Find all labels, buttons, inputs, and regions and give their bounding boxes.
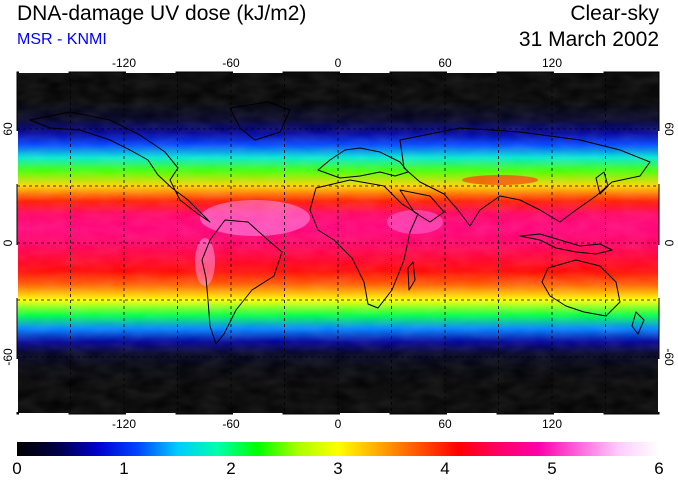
coast-north-america [29,111,211,223]
lat-labels-left: 60 0 -60 [1,122,15,366]
lon-tick-bottom: -120 [112,417,136,431]
colorbar-tick: 5 [547,459,557,478]
coast-greenland [229,101,291,141]
coast-africa [309,179,419,309]
coastlines [29,101,651,345]
lat-tick-left: -60 [1,348,15,366]
lat-tick-left: 60 [1,122,15,136]
lon-tick-top: 120 [542,56,562,70]
colorbar-fill [17,442,659,456]
lon-tick-top: -120 [112,56,136,70]
coast-arabia [399,189,445,223]
coast-japan [595,171,609,195]
lon-tick-top: 0 [335,56,342,70]
map-frame [16,71,660,415]
colorbar-tick: 4 [440,459,450,478]
lat-tick-left: 0 [1,239,15,246]
coast-madagascar [407,261,416,291]
coast-new-zealand [631,311,645,335]
frame-tick-marks [16,71,660,415]
colorbar-tick: 0 [12,459,22,478]
lat-labels-right: 60 0 -60 [662,122,676,366]
lon-tick-bottom: 120 [542,417,562,431]
map-date: 31 March 2002 [518,28,659,51]
sky-condition: Clear-sky [570,2,659,25]
lon-tick-bottom: -60 [222,417,240,431]
colorbar-tick: 2 [226,459,236,478]
coast-asia [399,127,651,227]
lon-tick-top: -60 [222,56,240,70]
lon-tick-bottom: 0 [335,417,342,431]
lon-tick-top: 60 [438,56,452,70]
lat-tick-right: -60 [662,348,676,366]
colorbar-ramp [17,442,659,456]
colorbar-tick: 6 [654,459,664,478]
lon-labels-top: -120 -60 0 60 120 [112,56,562,70]
uv-dose-map: -120 -60 0 60 120 -120 -60 0 60 120 60 0… [1,56,676,431]
lon-labels-bottom: -120 -60 0 60 120 [112,417,562,431]
graticule [17,72,659,414]
colorbar-tick: 3 [333,459,343,478]
colorbar-tick: 1 [119,459,129,478]
colorbar [17,442,659,456]
lat-tick-right: 0 [662,240,676,247]
coast-south-america [201,219,283,345]
map-title: DNA-damage UV dose (kJ/m2) [17,2,307,25]
lat-tick-right: 60 [662,122,676,136]
map-source: MSR - KNMI [17,31,107,48]
coast-indonesia [519,233,613,255]
coast-australia [541,259,621,317]
lon-tick-bottom: 60 [438,417,452,431]
